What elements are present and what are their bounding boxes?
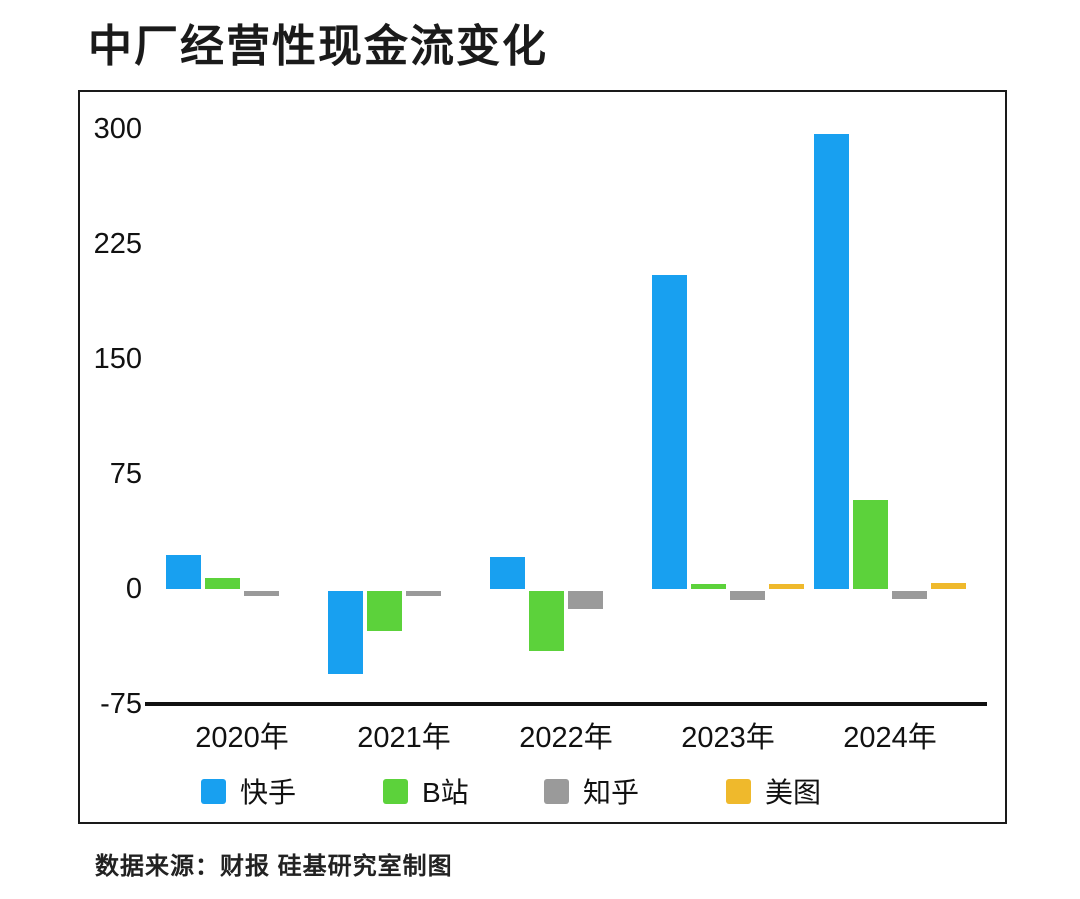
x-axis-label-2024年: 2024年 [843,722,937,754]
bar-知乎-2024年 [892,591,927,599]
legend-swatch-icon [544,778,569,804]
legend-item-快手: 快手 [201,776,296,808]
bar-快手-2021年 [328,591,363,674]
bar-B站-2023年 [691,584,726,589]
y-axis-label--75: -75 [100,688,142,720]
chart-frame: 300 225 150 75 0 -75 2020年 2021年 2022年 2023年 2024年… [78,90,1007,824]
bar-知乎-2021年 [406,591,441,596]
bar-知乎-2022年 [568,591,603,610]
bar-B站-2021年 [367,591,402,631]
y-axis-label-75: 75 [109,458,142,490]
y-axis-label-225: 225 [93,228,142,260]
x-axis-label-2021年: 2021年 [357,722,451,754]
y-axis-label-0: 0 [125,573,142,605]
bar-B站-2024年 [853,500,888,589]
legend-label: 知乎 [583,777,640,808]
legend-label: B站 [422,777,469,808]
x-axis-label-2020年: 2020年 [195,722,289,754]
bar-快手-2022年 [490,556,525,589]
legend-item-知乎: 知乎 [544,776,639,808]
bar-美图-2023年 [769,584,804,589]
legend-item-美图: 美图 [726,776,821,808]
y-axis-label-300: 300 [93,113,142,145]
legend-label: 快手 [240,777,297,808]
legend-swatch-icon [201,778,226,804]
x-axis-label-2023年: 2023年 [681,722,775,754]
x-axis-line [145,702,987,706]
legend-swatch-icon [726,778,751,804]
bar-B站-2022年 [529,591,564,651]
bar-美图-2024年 [931,582,966,589]
bar-知乎-2023年 [730,591,765,601]
bar-B站-2020年 [205,578,240,589]
y-axis-label-150: 150 [93,343,142,375]
chart-title: 中厂经营性现金流变化 [88,22,548,71]
source-note: 数据来源：财报 硅基研究室制图 [95,853,453,880]
bar-快手-2020年 [166,555,201,589]
bar-快手-2024年 [814,133,849,589]
x-axis-label-2022年: 2022年 [519,722,613,754]
bar-快手-2023年 [652,274,687,589]
legend-swatch-icon [383,778,408,804]
legend-label: 美图 [765,777,822,808]
bar-知乎-2020年 [244,591,279,596]
legend-item-B站: B站 [383,776,469,808]
